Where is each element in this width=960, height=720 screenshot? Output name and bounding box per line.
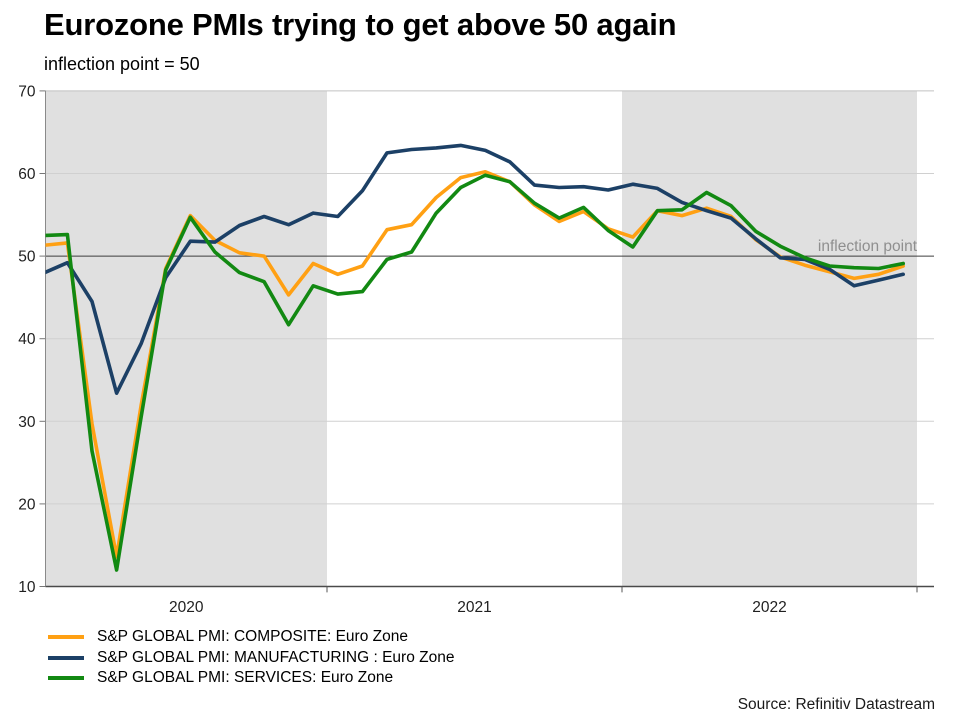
y-tick-label-30: 30 bbox=[18, 414, 36, 431]
legend-item-services: S&P GLOBAL PMI: SERVICES: Euro Zone bbox=[48, 668, 454, 689]
y-tick-label-60: 60 bbox=[18, 166, 36, 183]
y-tick-label-20: 20 bbox=[18, 496, 36, 513]
legend-item-manufacturing: S&P GLOBAL PMI: MANUFACTURING : Euro Zon… bbox=[48, 648, 454, 669]
x-year-label-2022: 2022 bbox=[752, 599, 786, 616]
pmi-line-chart: 10 20 30 40 50 60 70 2020 2021 2022 inflection poi… bbox=[18, 83, 934, 616]
x-year-label-2020: 2020 bbox=[169, 599, 204, 616]
source-credit: Source: Refinitiv Datastream bbox=[737, 696, 935, 713]
y-tick-label-10: 10 bbox=[18, 579, 36, 596]
y-tick-label-40: 40 bbox=[18, 331, 36, 348]
legend-label-manufacturing: S&P GLOBAL PMI: MANUFACTURING : Euro Zon… bbox=[97, 648, 455, 666]
chart-subtitle: inflection point = 50 bbox=[44, 54, 200, 74]
chart-title: Eurozone PMIs trying to get above 50 aga… bbox=[44, 7, 677, 42]
legend: S&P GLOBAL PMI: COMPOSITE: Euro Zone S&P… bbox=[48, 627, 454, 689]
legend-swatch-manufacturing bbox=[48, 655, 84, 660]
legend-label-services: S&P GLOBAL PMI: SERVICES: Euro Zone bbox=[97, 669, 394, 687]
x-year-label-2021: 2021 bbox=[457, 599, 491, 616]
legend-item-composite: S&P GLOBAL PMI: COMPOSITE: Euro Zone bbox=[48, 627, 454, 648]
y-tick-label-70: 70 bbox=[18, 83, 36, 100]
legend-swatch-services bbox=[48, 676, 84, 681]
legend-label-composite: S&P GLOBAL PMI: COMPOSITE: Euro Zone bbox=[97, 628, 408, 646]
legend-swatch-composite bbox=[48, 635, 84, 640]
inflection-annotation: inflection point bbox=[818, 238, 918, 255]
series-line-services bbox=[45, 173, 906, 572]
y-tick-label-50: 50 bbox=[18, 249, 36, 266]
